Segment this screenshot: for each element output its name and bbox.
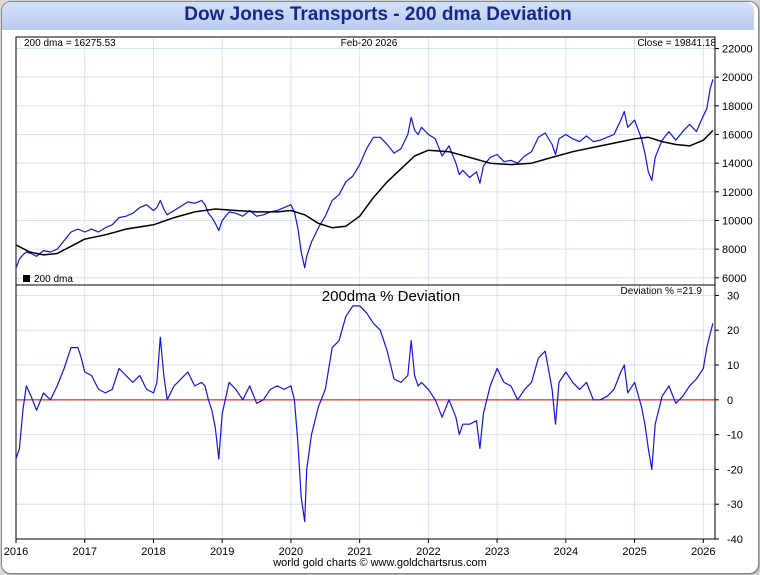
deviation-y-tick-label: 10 bbox=[727, 360, 739, 372]
deviation-y-tick-label: -30 bbox=[727, 499, 743, 511]
x-tick-label: 2016 bbox=[4, 546, 28, 558]
x-tick-label: 2018 bbox=[141, 546, 165, 558]
x-tick-label: 2025 bbox=[622, 546, 646, 558]
x-tick-label: 2020 bbox=[279, 546, 303, 558]
legend-swatch bbox=[23, 275, 30, 282]
price-y-tick-label: 14000 bbox=[722, 158, 753, 170]
x-tick-label: 2024 bbox=[554, 546, 578, 558]
price-y-tick-label: 18000 bbox=[722, 101, 753, 113]
deviation-y-tick-label: 0 bbox=[727, 395, 733, 407]
price-y-tick-label: 10000 bbox=[722, 215, 753, 227]
x-tick-label: 2017 bbox=[72, 546, 96, 558]
deviation-y-tick-label: -20 bbox=[727, 464, 743, 476]
date-label: Feb-20 2026 bbox=[341, 38, 398, 49]
legend-label: 200 dma bbox=[34, 274, 73, 285]
deviation-y-tick-label: -40 bbox=[727, 534, 743, 546]
deviation-value-label: Deviation % =21.9 bbox=[621, 286, 703, 297]
price-y-tick-label: 12000 bbox=[722, 187, 753, 199]
dma-series-line bbox=[15, 129, 714, 256]
x-tick-label: 2022 bbox=[416, 546, 440, 558]
close-value-label: Close = 19841.18 bbox=[637, 38, 716, 49]
price-series-line bbox=[15, 79, 714, 269]
dma-value-label: 200 dma = bbox=[24, 38, 72, 49]
price-y-tick-label: 16000 bbox=[722, 129, 753, 141]
deviation-panel-border bbox=[15, 284, 716, 540]
dma-value: 16275.53 bbox=[74, 38, 116, 49]
deviation-y-tick-label: 20 bbox=[727, 325, 739, 337]
chart-title: Dow Jones Transports - 200 dma Deviation bbox=[184, 4, 572, 25]
x-tick-label: 2023 bbox=[485, 546, 509, 558]
price-y-tick-label: 6000 bbox=[722, 273, 746, 285]
deviation-y-tick-label: 30 bbox=[727, 290, 739, 302]
x-tick-label: 2026 bbox=[691, 546, 715, 558]
x-tick-label: 2021 bbox=[347, 546, 371, 558]
deviation-panel-title: 200dma % Deviation bbox=[322, 288, 460, 305]
price-y-tick-label: 8000 bbox=[722, 244, 746, 256]
price-y-tick-label: 20000 bbox=[722, 72, 753, 84]
price-y-tick-label: 22000 bbox=[722, 43, 753, 55]
deviation-y-tick-label: -10 bbox=[727, 430, 743, 442]
price-panel-border bbox=[15, 36, 716, 286]
deviation-series-line bbox=[15, 305, 714, 523]
x-tick-label: 2019 bbox=[210, 546, 234, 558]
chart-footer: world gold charts © www.goldchartsrus.co… bbox=[273, 557, 487, 569]
title-bar bbox=[2, 2, 754, 30]
